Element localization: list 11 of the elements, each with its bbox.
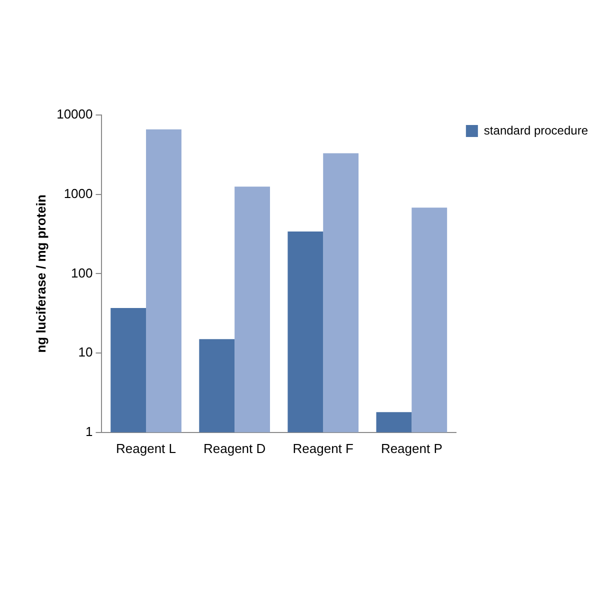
y-tick-label: 1000 (64, 186, 93, 201)
x-tick-label: Reagent P (380, 440, 442, 456)
y-tick-label: 1 (86, 424, 93, 439)
legend-label: standard procedure (484, 123, 588, 138)
x-tick-label: Reagent F (292, 440, 354, 456)
y-tick-label: 100 (71, 265, 93, 280)
y-tick-label: 10000 (56, 106, 93, 122)
x-tick-label: Reagent D (203, 440, 266, 456)
y-tick-label: 10 (78, 344, 93, 360)
x-tick-label: Reagent L (116, 440, 176, 456)
y-axis-title: ng luciferase / mg protein (33, 194, 48, 353)
